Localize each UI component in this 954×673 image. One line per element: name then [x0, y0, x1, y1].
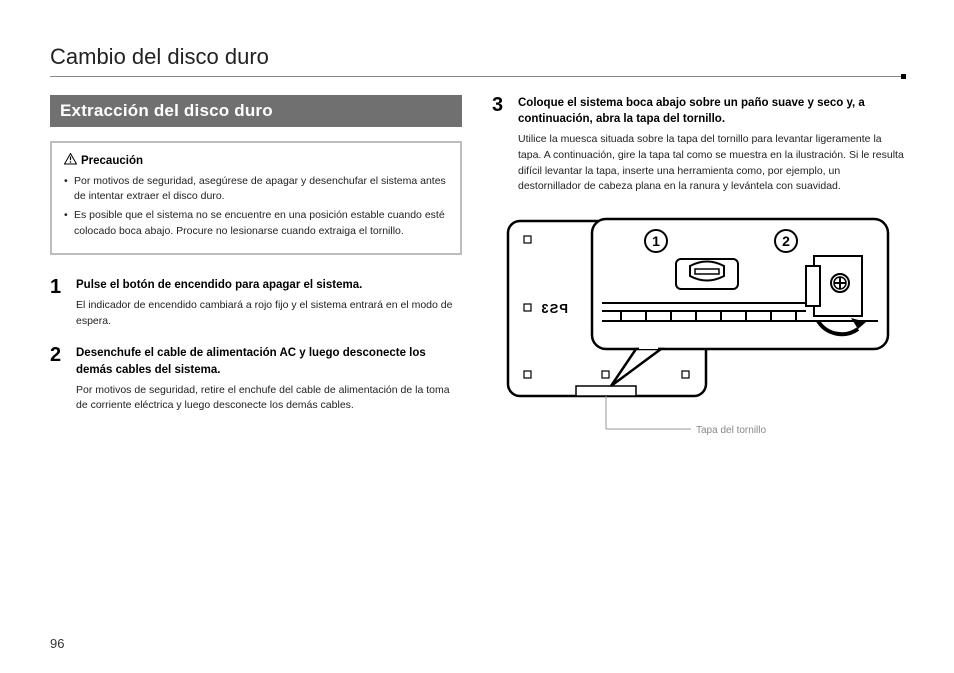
caution-label: Precaución: [81, 155, 143, 167]
caution-list: Por motivos de seguridad, asegúrese de a…: [64, 174, 448, 239]
step-number: 3: [492, 95, 508, 195]
step-3: 3 Coloque el sistema boca abajo sobre un…: [492, 95, 904, 195]
section-header: Extracción del disco duro: [50, 95, 462, 127]
page-number: 96: [50, 636, 64, 651]
marker-1: 1: [652, 233, 660, 249]
step-text: El indicador de encendido cambiará a roj…: [76, 298, 462, 330]
step-1: 1 Pulse el botón de encendido para apaga…: [50, 277, 462, 330]
step-title: Desenchufe el cable de alimentación AC y…: [76, 345, 462, 377]
step-2: 2 Desenchufe el cable de alimentación AC…: [50, 345, 462, 414]
step-number: 1: [50, 277, 66, 330]
diagram-caption-text: Tapa del tornillo: [696, 425, 766, 436]
diagram: PS3 1 2: [492, 211, 904, 444]
step-text: Por motivos de seguridad, retire el ench…: [76, 383, 462, 415]
caution-box: Precaución Por motivos de seguridad, ase…: [50, 141, 462, 255]
step-text: Utilice la muesca situada sobre la tapa …: [518, 132, 904, 195]
caution-title: Precaución: [64, 153, 448, 168]
page-title: Cambio del disco duro: [50, 44, 904, 77]
step-title: Pulse el botón de encendido para apagar …: [76, 277, 462, 293]
svg-text:PS3: PS3: [540, 301, 568, 316]
diagram-svg: PS3 1 2: [496, 211, 896, 441]
step-number: 2: [50, 345, 66, 414]
caution-item: Es posible que el sistema no se encuentr…: [64, 208, 448, 238]
left-column: Extracción del disco duro Precaución Por…: [50, 95, 462, 444]
marker-2: 2: [782, 233, 790, 249]
step-title: Coloque el sistema boca abajo sobre un p…: [518, 95, 904, 127]
caution-item: Por motivos de seguridad, asegúrese de a…: [64, 174, 448, 204]
content-columns: Extracción del disco duro Precaución Por…: [50, 95, 904, 444]
warning-icon: [64, 153, 77, 168]
right-column: 3 Coloque el sistema boca abajo sobre un…: [492, 95, 904, 444]
